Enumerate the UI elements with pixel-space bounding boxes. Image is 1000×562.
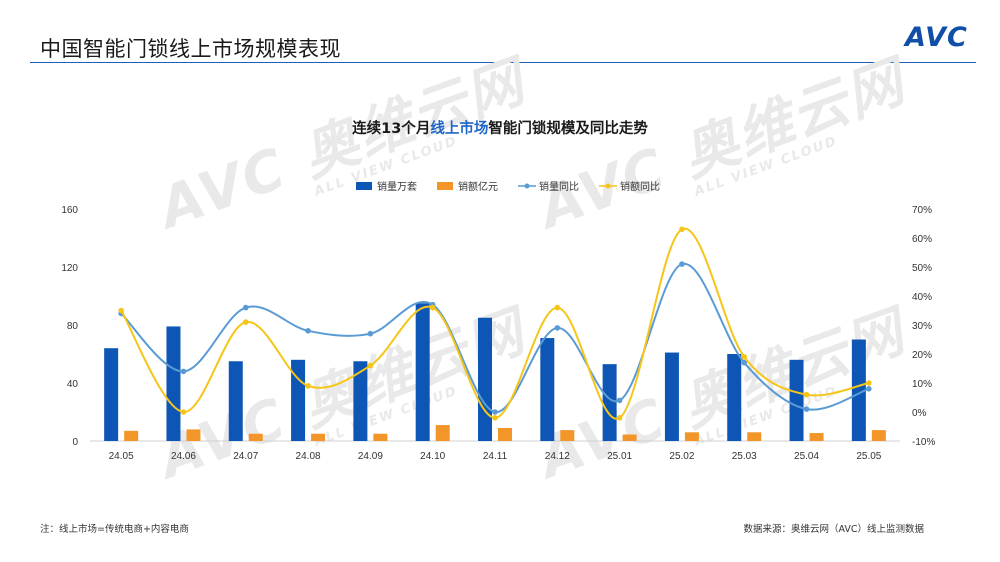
legend-label: 销额亿元 [458, 180, 498, 193]
bar-sales-volume [166, 326, 181, 441]
legend-swatch [356, 182, 372, 190]
y-right-tick-label: 30% [912, 321, 932, 332]
x-tick-label: 25.02 [669, 451, 694, 462]
point-amount-yoy [866, 380, 872, 386]
y-right-tick-label: 0% [912, 408, 927, 419]
point-amount-yoy [679, 226, 685, 233]
y-right-tick-label: -10% [912, 437, 935, 448]
bar-sales-volume [851, 339, 866, 441]
bar-sales-volume [353, 361, 368, 441]
point-volume-yoy [492, 409, 498, 415]
bar-sales-amount [809, 433, 824, 441]
x-tick-label: 24.12 [545, 451, 570, 462]
point-amount-yoy [492, 415, 498, 421]
bar-sales-amount [124, 430, 139, 441]
point-amount-yoy [803, 391, 810, 398]
bar-sales-amount [684, 432, 699, 441]
x-tick-label: 24.05 [109, 451, 134, 462]
point-volume-yoy [554, 325, 561, 331]
x-tick-label: 24.09 [358, 451, 383, 462]
page-title: 中国智能门锁线上市场规模表现 [40, 37, 341, 61]
bar-sales-volume [228, 361, 243, 441]
bar-sales-volume [727, 354, 742, 441]
x-tick-label: 24.10 [420, 451, 445, 462]
bar-sales-volume [664, 352, 679, 441]
point-amount-yoy [367, 362, 374, 369]
bar-sales-volume [789, 359, 804, 441]
legend-marker [524, 183, 530, 189]
title-rule [30, 62, 976, 63]
point-volume-yoy [679, 261, 685, 267]
point-amount-yoy [305, 383, 311, 389]
y-left-tick-label: 40 [67, 379, 79, 390]
point-volume-yoy [180, 368, 187, 375]
point-amount-yoy [616, 415, 623, 421]
bar-sales-amount [248, 433, 263, 441]
point-volume-yoy [367, 330, 374, 337]
point-volume-yoy [803, 406, 810, 412]
legend-swatch [437, 182, 453, 190]
bar-sales-amount [560, 430, 575, 441]
point-amount-yoy [429, 304, 436, 311]
y-right-tick-label: 70% [912, 205, 932, 216]
bar-sales-amount [871, 430, 886, 441]
y-right-tick-label: 20% [912, 350, 932, 361]
point-volume-yoy [741, 359, 748, 366]
legend-label: 销量万套 [377, 180, 417, 193]
data-source: 数据来源：奥维云网（AVC）线上监测数据 [743, 524, 924, 535]
bar-sales-volume [602, 364, 617, 441]
x-tick-label: 25.04 [794, 451, 819, 462]
legend-label: 销额同比 [620, 180, 660, 193]
y-right-tick-label: 50% [912, 263, 932, 274]
x-tick-label: 25.03 [732, 451, 757, 462]
x-tick-label: 24.06 [171, 451, 196, 462]
y-right-tick-label: 40% [912, 292, 932, 303]
x-tick-label: 24.07 [233, 451, 258, 462]
legend-marker [605, 183, 611, 189]
y-left-tick-label: 160 [61, 205, 78, 216]
y-left-tick-label: 80 [67, 321, 79, 332]
bar-sales-amount [373, 433, 388, 441]
bar-sales-amount [622, 434, 637, 441]
point-amount-yoy [242, 319, 249, 325]
x-tick-label: 24.08 [296, 451, 321, 462]
chart-title: 连续13个月线上市场智能门锁规模及同比走势 [352, 121, 648, 137]
x-tick-label: 25.05 [856, 451, 881, 462]
point-volume-yoy [866, 386, 872, 392]
y-left-tick-label: 120 [61, 263, 78, 274]
point-amount-yoy [741, 354, 748, 360]
point-amount-yoy [118, 307, 124, 314]
bar-sales-volume [291, 359, 306, 441]
y-right-tick-label: 60% [912, 234, 932, 245]
point-amount-yoy [554, 304, 561, 311]
bar-sales-volume [540, 338, 555, 441]
bar-sales-amount [498, 427, 512, 441]
y-left-tick-label: 0 [72, 437, 78, 448]
footnote: 注：线上市场=传统电商+内容电商 [40, 524, 189, 535]
avc-logo: AVC [905, 22, 968, 53]
bar-sales-volume [104, 348, 119, 441]
bar-sales-amount [311, 433, 326, 441]
bar-sales-amount [435, 425, 450, 441]
point-volume-yoy [305, 328, 311, 334]
bar-sales-amount [186, 429, 201, 441]
bar-sales-volume [415, 303, 430, 441]
point-amount-yoy [180, 409, 187, 415]
legend-label: 销量同比 [539, 180, 579, 193]
point-volume-yoy [616, 397, 623, 404]
bar-sales-amount [747, 432, 762, 441]
bar-sales-volume [478, 317, 492, 441]
x-tick-label: 24.11 [483, 451, 508, 462]
y-right-tick-label: 10% [912, 379, 932, 390]
x-tick-label: 25.01 [607, 451, 632, 462]
point-volume-yoy [242, 304, 249, 311]
